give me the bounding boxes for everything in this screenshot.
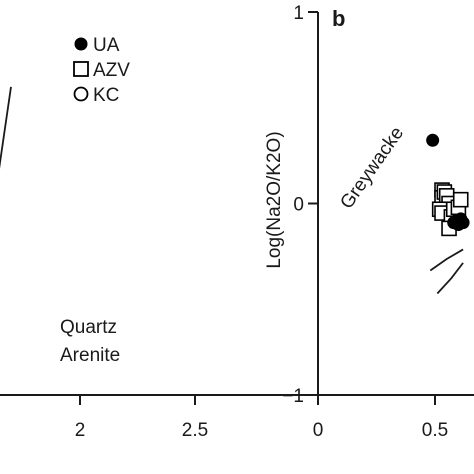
legend-marker-open-square [73, 61, 89, 77]
panel-b-y-axis-label: Log(Na2O/K2O) [264, 131, 285, 268]
quartz-arenite-label-line-2: Arenite [60, 345, 120, 366]
panel-b-y-tick-label: 1 [293, 3, 304, 24]
panel-b-x-tick-label: 0.5 [422, 420, 448, 441]
panel-gap [215, 396, 474, 399]
panel-b: 10−1 0 0.5 b Log(Na2O/K2O) Greywacke [264, 3, 474, 441]
panel-a-x-tick-label: 2.5 [182, 420, 208, 441]
panel-b-boundary-lines [429, 248, 464, 295]
panel-b-x-tick-label: 0 [313, 420, 324, 441]
panel-b-y-tick-label: 0 [293, 195, 304, 216]
panel-b-boundary-line [429, 248, 464, 272]
legend-marker-open-circle [73, 86, 89, 102]
panel-b-data-points [426, 133, 470, 237]
quartz-arenite-label-line-1: Quartz [60, 317, 117, 338]
data-point-azv [452, 191, 469, 208]
panel-b-letter: b [332, 6, 345, 31]
panel-a-boundary-line [0, 86, 12, 169]
panel-a-boundary-lines [0, 86, 12, 169]
panel-a-x-tick-label: 2 [75, 420, 86, 441]
legend-label: UA [93, 35, 120, 56]
panel-b-y-tick-label: −1 [282, 386, 304, 407]
panel-b-boundary-line [436, 262, 464, 295]
panel-a-legend: UA AZV KC [73, 35, 130, 106]
panel-a-x-ticks: 2 2.5 [75, 395, 208, 441]
legend-label: KC [93, 85, 119, 106]
panel-b-y-ticks: 1 0 −1 [282, 3, 318, 407]
data-point-ua [426, 133, 440, 147]
panel-b-x-ticks: 0 0.5 [313, 395, 448, 441]
data-point-ua [456, 216, 470, 230]
greywacke-label: Greywacke [336, 123, 408, 213]
panel-b-annotations: Greywacke [336, 123, 408, 213]
legend-label: AZV [93, 60, 130, 81]
legend-marker-filled-circle [74, 37, 88, 51]
